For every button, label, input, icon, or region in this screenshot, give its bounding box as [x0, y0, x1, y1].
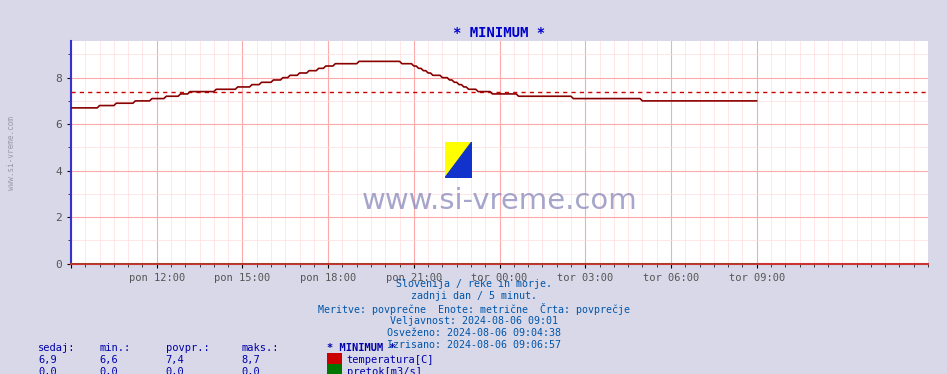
- Text: povpr.:: povpr.:: [166, 343, 209, 353]
- Text: sedaj:: sedaj:: [38, 343, 76, 353]
- Text: 0,0: 0,0: [99, 367, 118, 374]
- Text: 0,0: 0,0: [38, 367, 57, 374]
- Text: * MINIMUM *: * MINIMUM *: [327, 343, 396, 353]
- Text: pretok[m3/s]: pretok[m3/s]: [347, 367, 421, 374]
- Text: Meritve: povprečne  Enote: metrične  Črta: povprečje: Meritve: povprečne Enote: metrične Črta:…: [317, 303, 630, 315]
- Text: min.:: min.:: [99, 343, 131, 353]
- Text: 0,0: 0,0: [241, 367, 260, 374]
- Text: Osveženo: 2024-08-06 09:04:38: Osveženo: 2024-08-06 09:04:38: [386, 328, 561, 338]
- Text: Slovenija / reke in morje.: Slovenija / reke in morje.: [396, 279, 551, 289]
- Text: 7,4: 7,4: [166, 355, 185, 365]
- Text: zadnji dan / 5 minut.: zadnji dan / 5 minut.: [410, 291, 537, 301]
- Text: Izrisano: 2024-08-06 09:06:57: Izrisano: 2024-08-06 09:06:57: [386, 340, 561, 350]
- Text: 8,7: 8,7: [241, 355, 260, 365]
- Text: 0,0: 0,0: [166, 367, 185, 374]
- Text: 6,6: 6,6: [99, 355, 118, 365]
- Title: * MINIMUM *: * MINIMUM *: [454, 26, 545, 40]
- Polygon shape: [445, 142, 472, 178]
- Text: www.si-vreme.com: www.si-vreme.com: [362, 187, 637, 215]
- Text: www.si-vreme.com: www.si-vreme.com: [7, 116, 16, 190]
- Text: temperatura[C]: temperatura[C]: [347, 355, 434, 365]
- Text: 6,9: 6,9: [38, 355, 57, 365]
- Text: maks.:: maks.:: [241, 343, 279, 353]
- Polygon shape: [445, 142, 472, 178]
- Polygon shape: [445, 160, 472, 178]
- Text: Veljavnost: 2024-08-06 09:01: Veljavnost: 2024-08-06 09:01: [389, 316, 558, 326]
